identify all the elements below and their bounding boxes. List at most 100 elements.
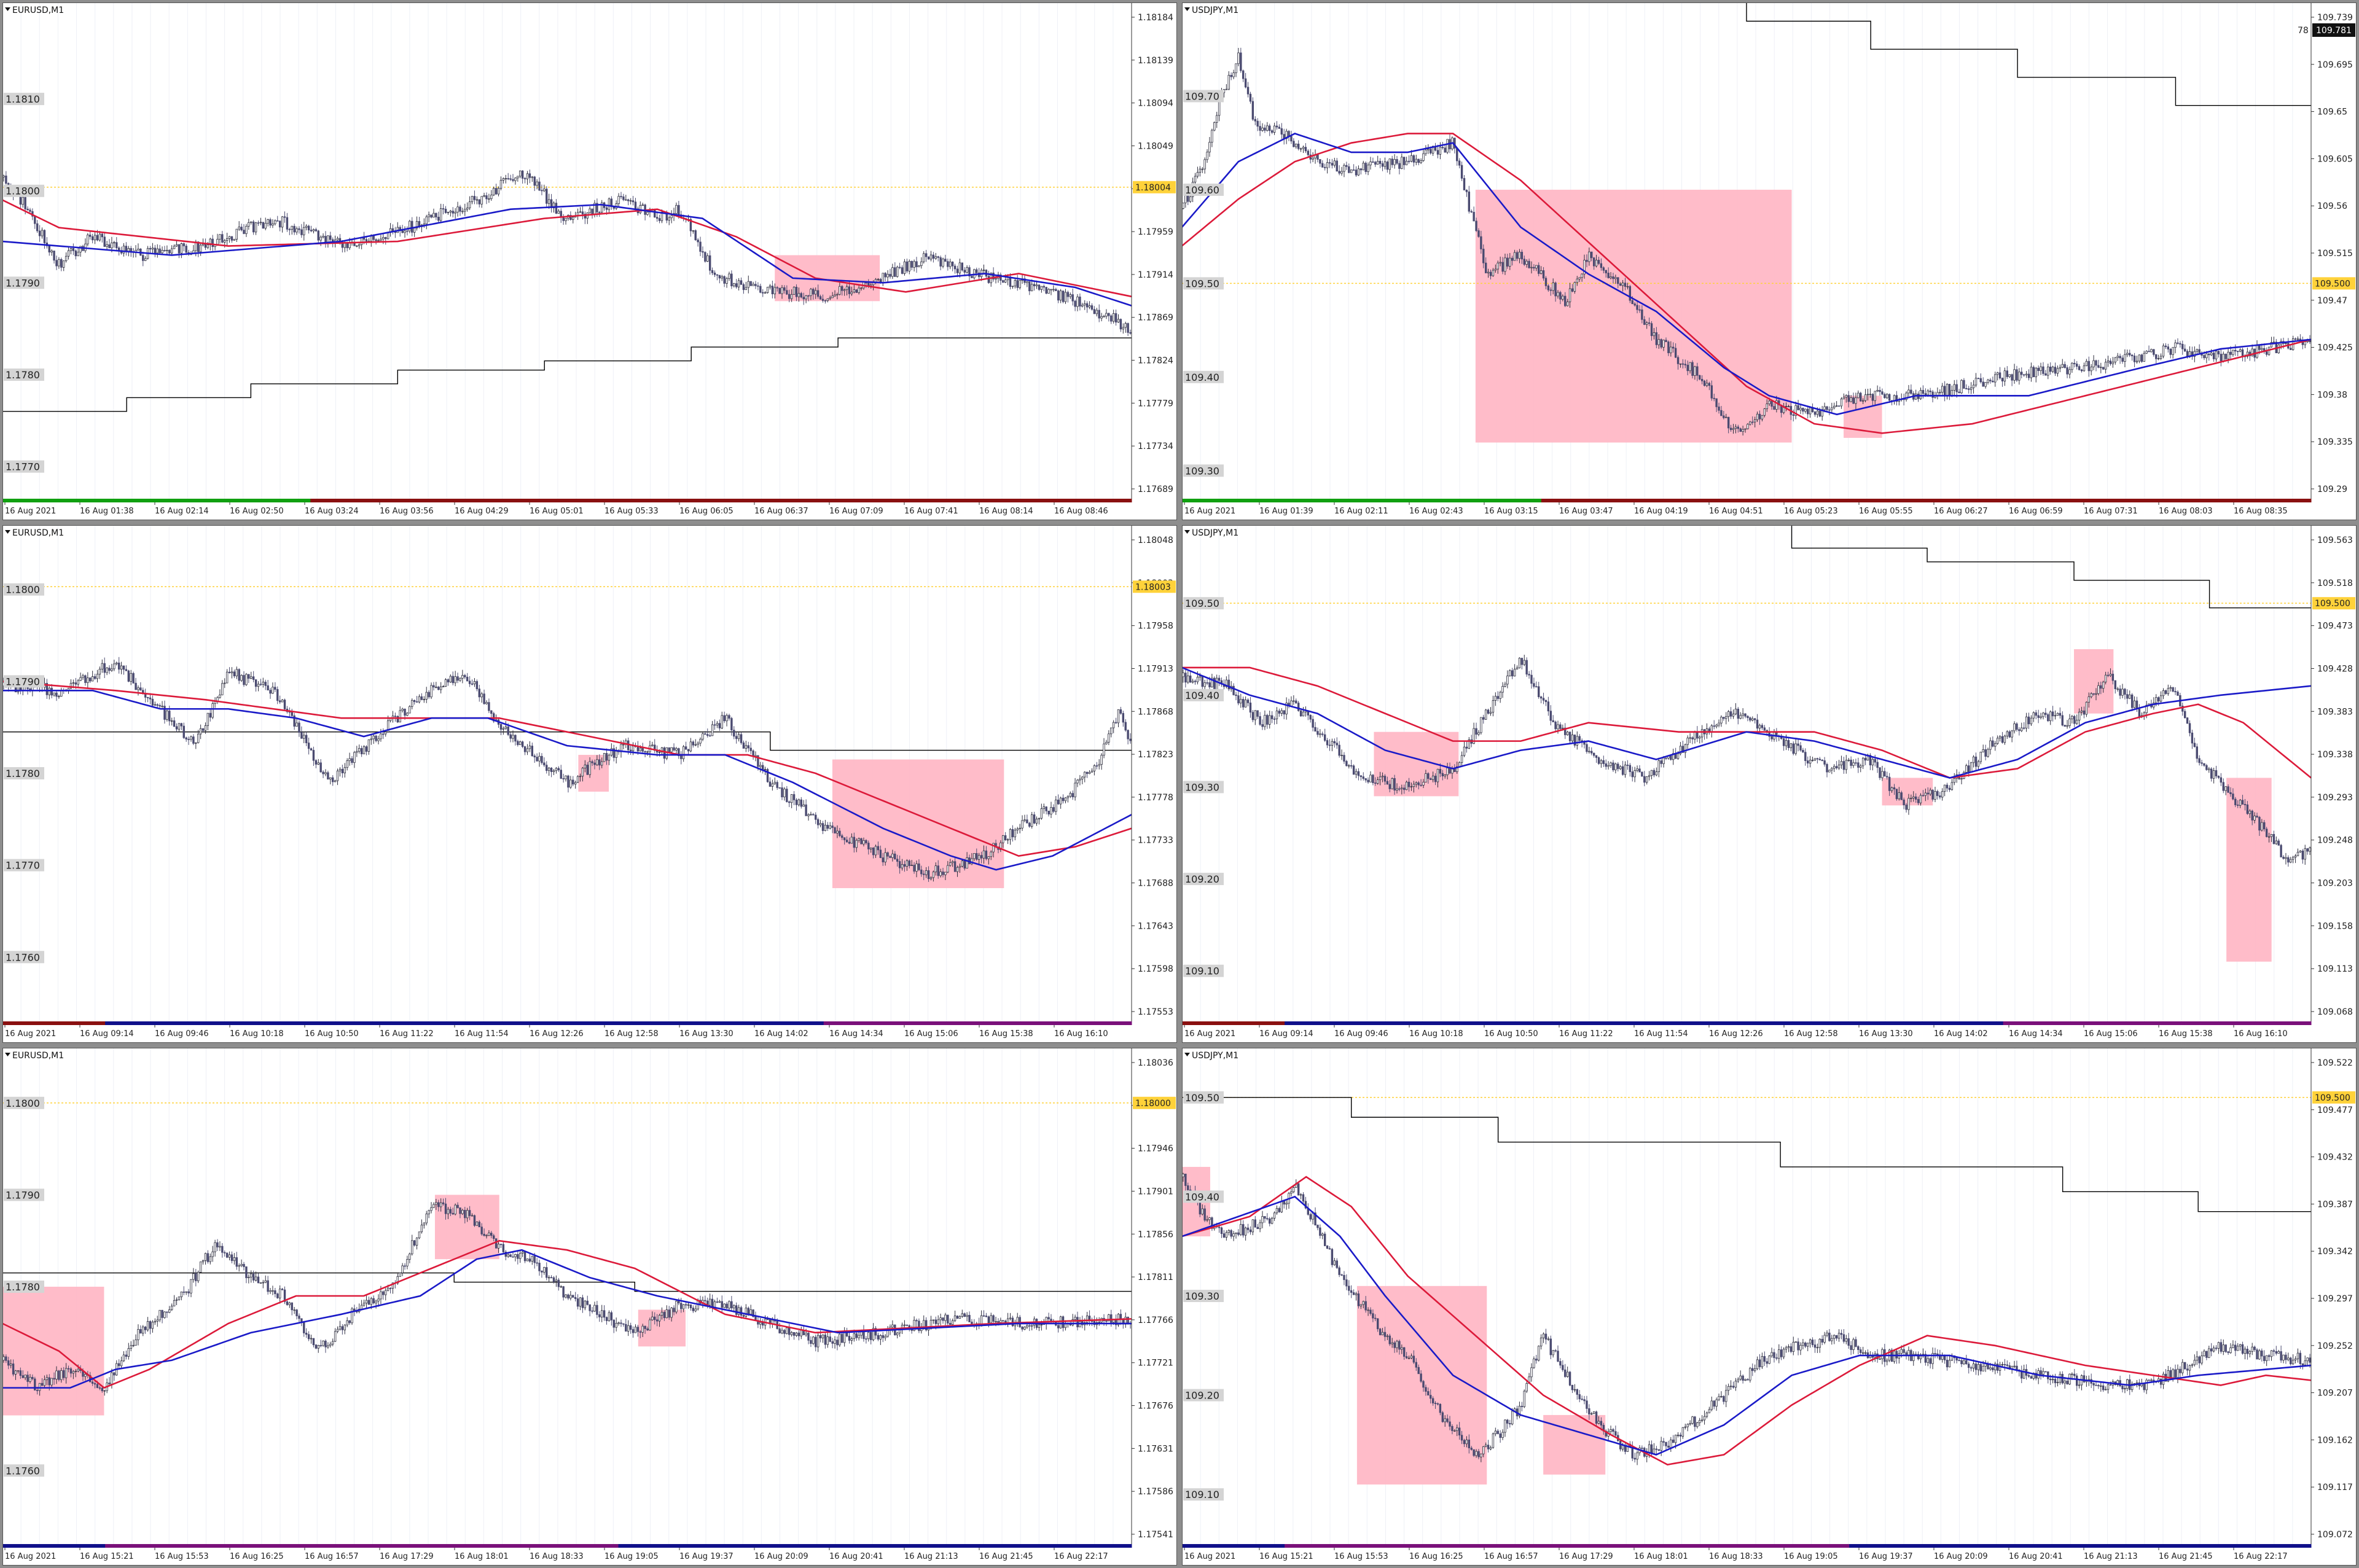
candle-body: [1898, 792, 1901, 800]
candle-body: [96, 674, 99, 679]
candle-body: [22, 197, 24, 205]
price-axis-label: 109.563: [2317, 536, 2353, 545]
candle-body: [1874, 759, 1876, 763]
candle-body: [137, 1329, 139, 1340]
dropdown-triangle-icon[interactable]: [5, 7, 10, 11]
candle-body: [377, 240, 380, 241]
candle-body: [2217, 351, 2220, 354]
candle-body: [1199, 168, 1202, 173]
candle-body: [855, 289, 858, 293]
candle-body: [93, 235, 96, 241]
candle-body: [976, 853, 978, 860]
dropdown-triangle-icon[interactable]: [1184, 7, 1190, 11]
chart-window-eurusd-3[interactable]: 1.18001.17901.17801.17601.180361.179911.…: [2, 1048, 1177, 1566]
candle-body: [1103, 743, 1105, 756]
chart-canvas[interactable]: 109.70109.60109.50109.40109.30109.739109…: [1182, 2, 2357, 520]
candle-body: [1506, 257, 1509, 267]
candle-body: [1566, 731, 1569, 735]
candle-body: [977, 855, 980, 860]
chart-window-eurusd-2[interactable]: 1.1800 1.1790 1.1780 1.1770 1.1760 1.18048 1.1…: [2, 525, 1177, 1043]
dropdown-triangle-icon[interactable]: [5, 530, 10, 534]
candle-body: [2256, 816, 2258, 817]
candle-body: [2167, 688, 2170, 694]
candle-body: [1922, 390, 1925, 394]
candle-body: [1813, 758, 1817, 761]
candle-body: [2021, 372, 2023, 375]
chart-canvas[interactable]: 109.50109.40109.30109.20109.10109.563109…: [1182, 525, 2357, 1043]
candle-body: [841, 286, 843, 291]
candle-body: [437, 687, 440, 690]
candle-body: [1518, 658, 1521, 668]
candle-body: [1323, 166, 1326, 168]
chart-window-usdjpy-2[interactable]: 109.50 109.40 109.30 109.20 109.10 109.563 109…: [1182, 525, 2357, 1043]
chart-window-eurusd-1[interactable]: 1.1810 1.1800 1.1790 1.1780 1.1770 1.18184 1.1…: [2, 2, 1177, 520]
chart-canvas[interactable]: 1.18001.17901.17801.17601.180361.179911.…: [2, 1048, 1177, 1566]
candle-body: [834, 827, 836, 833]
candle-body: [956, 867, 959, 872]
candle-body: [372, 735, 375, 739]
candle-body: [1799, 745, 1802, 751]
current-price-tag: [2312, 277, 2355, 290]
candle-body: [788, 294, 791, 299]
candle-body: [1946, 784, 1949, 789]
candle-body: [1230, 75, 1232, 77]
candle-body: [843, 837, 846, 841]
time-axis-label: 16 Aug 10:50: [1484, 1029, 1538, 1039]
candle-body: [480, 693, 483, 698]
candle-body: [1982, 381, 1984, 387]
candle-body: [740, 734, 743, 743]
candle-body: [485, 1235, 488, 1236]
price-level-label: 1.1780: [6, 369, 40, 381]
candle-body: [815, 290, 817, 295]
candle-body: [932, 872, 935, 878]
candle-body: [1187, 195, 1189, 202]
candle-body: [1886, 776, 1888, 778]
chart-canvas[interactable]: 1.18101.18001.17901.17801.17701.181841.1…: [2, 2, 1177, 520]
price-axis-label: 109.473: [2317, 622, 2353, 631]
session-bar-segment: [1490, 1021, 1542, 1025]
candle-body: [452, 676, 454, 684]
session-bar-segment: [1592, 499, 1645, 502]
candle-body: [1465, 746, 1468, 749]
candle-body: [2251, 810, 2253, 821]
price-axis-label: 1.17823: [1138, 750, 1173, 760]
candle-body: [2056, 712, 2059, 716]
dropdown-triangle-icon[interactable]: [1184, 530, 1190, 534]
chart-canvas[interactable]: 1.18001.17901.17801.17701.17601.180481.1…: [2, 525, 1177, 1043]
candle-body: [560, 211, 562, 217]
candle-body: [1998, 372, 2001, 379]
session-bar-segment: [2259, 499, 2312, 502]
candle-body: [2208, 768, 2210, 770]
moving-average-fast: [1182, 666, 2312, 779]
candle-body: [1359, 168, 1363, 171]
candle-body: [526, 748, 529, 752]
candle-body: [2051, 711, 2054, 717]
candle-body: [1950, 782, 1954, 790]
candle-body: [1302, 711, 1305, 717]
candle-body: [1893, 787, 1896, 790]
session-bar-segment: [1541, 1021, 1593, 1025]
candle-body: [706, 734, 709, 736]
candle-body: [939, 872, 942, 876]
candle-body: [444, 679, 447, 687]
candle-body: [1362, 163, 1364, 171]
candle-body: [1516, 252, 1519, 259]
candle-body: [243, 230, 245, 234]
price-axis-label: 109.158: [2317, 921, 2353, 931]
candle-body: [221, 683, 224, 695]
candle-body: [1850, 397, 1852, 402]
session-bar-segment: [1028, 1021, 1081, 1025]
candle-body: [2229, 351, 2232, 355]
candle-body: [2102, 367, 2105, 370]
candle-body: [2090, 367, 2092, 372]
candle-body: [420, 1225, 423, 1233]
candle-body: [252, 1273, 255, 1281]
candle-body: [1487, 271, 1490, 273]
chart-window-usdjpy-1[interactable]: 109.70 109.60 109.50 109.40 109.30 109.739 109…: [1182, 2, 2357, 520]
candle-body: [723, 715, 726, 722]
candle-body: [96, 1384, 99, 1388]
candle-body: [1919, 390, 1922, 399]
session-bar-segment: [977, 1021, 1030, 1025]
moving-average-slow: [2, 681, 1132, 857]
candle-body: [2222, 354, 2224, 362]
